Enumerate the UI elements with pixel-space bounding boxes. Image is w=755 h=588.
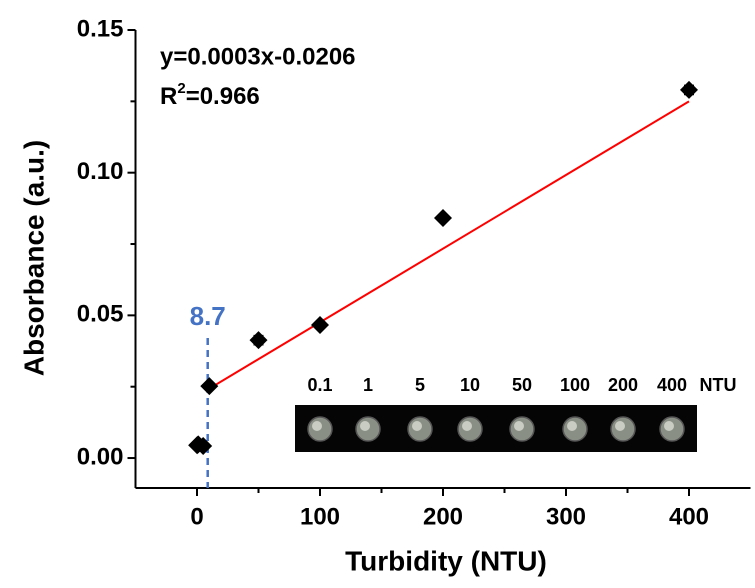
inset-highlight — [462, 421, 472, 431]
x-tick-label: 100 — [300, 503, 340, 530]
x-tick-label: 200 — [423, 503, 463, 530]
r-squared-rest: =0.966 — [186, 83, 260, 110]
inset-label: 10 — [460, 375, 480, 395]
r-squared-sup: 2 — [177, 80, 185, 97]
point — [249, 331, 268, 350]
y-tick-label: 0.05 — [77, 301, 124, 328]
inset: 0.1 1 5 10 50 100 200 400 NTU — [295, 375, 737, 452]
r-squared-base: R — [160, 83, 177, 110]
point — [311, 316, 329, 335]
inset-highlight — [615, 421, 625, 431]
y-tick-label: 0.10 — [77, 158, 124, 185]
inset-label: 0.1 — [307, 375, 332, 395]
y-axis-label: Absorbance (a.u.) — [18, 140, 49, 376]
inset-label: 100 — [560, 375, 590, 395]
inset-highlight — [312, 421, 322, 431]
x-tick-label: 300 — [546, 503, 586, 530]
x-tick-label: 0 — [190, 503, 203, 530]
inset-highlight — [664, 421, 674, 431]
point — [680, 80, 698, 99]
inset-label: 1 — [363, 375, 373, 395]
r-squared: R2=0.966 — [160, 80, 260, 110]
y-tick-label: 0.15 — [77, 15, 124, 42]
inset-highlight — [514, 421, 524, 431]
fit-line — [207, 100, 690, 391]
y-tick-label: 0.00 — [77, 443, 124, 470]
equation: y=0.0003x-0.0206 — [160, 43, 356, 70]
inset-highlight — [412, 421, 422, 431]
inset-label: 400 — [657, 375, 687, 395]
point — [194, 437, 213, 456]
x-tick-label: 400 — [669, 503, 709, 530]
inset-label: 200 — [608, 375, 638, 395]
inset-label: 50 — [512, 375, 532, 395]
inset-highlight — [567, 421, 577, 431]
point — [434, 209, 452, 228]
inset-highlight — [360, 421, 370, 431]
x-axis-label: Turbidity (NTU) — [345, 545, 547, 576]
inset-label: 5 — [415, 375, 425, 395]
point — [200, 377, 219, 396]
limit-label: 8.7 — [190, 301, 226, 331]
inset-unit: NTU — [700, 375, 737, 395]
